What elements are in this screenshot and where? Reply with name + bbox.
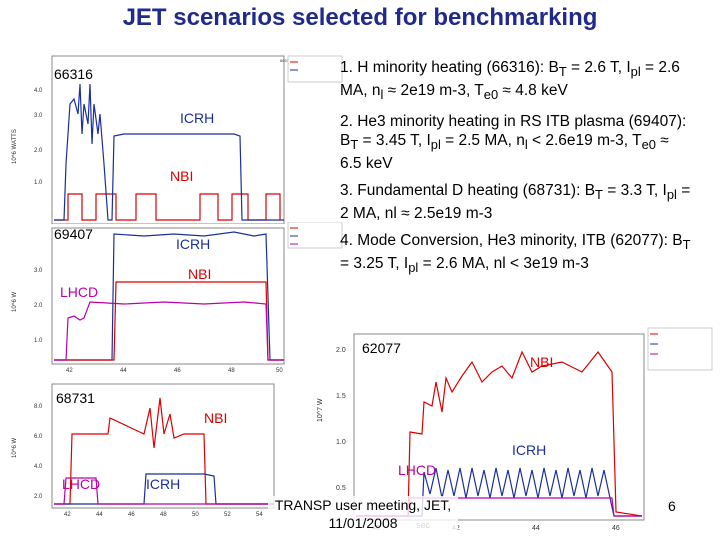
icrh-label-66316: ICRH xyxy=(180,110,215,126)
ytick: 4.0 xyxy=(34,464,43,470)
ytick: 1.0 xyxy=(34,180,43,186)
shot-69407-label: 69407 xyxy=(54,226,93,242)
ytick: 2.0 xyxy=(34,494,43,500)
lhcd-label-62077: LHCD xyxy=(398,462,437,478)
ytick: 3.0 xyxy=(34,268,43,274)
scenario-item-2: 2. He3 minority heating in RS ITB plasma… xyxy=(340,113,687,173)
xtick: 42 xyxy=(66,368,73,372)
lhcd-label-69407: LHCD xyxy=(60,284,99,300)
xtick: 52 xyxy=(224,512,231,518)
plot-69407: 3.0 2.0 1.0 42 44 46 48 50 10^6 W xyxy=(4,222,344,372)
icrh-label-68731: ICRH xyxy=(146,476,181,492)
icrh-trace xyxy=(54,83,284,221)
xtick: 42 xyxy=(64,512,71,518)
ytick: 2.0 xyxy=(34,303,43,309)
footer-line-2: 11/01/2008 xyxy=(328,515,398,531)
nbi-label-62077: NBI xyxy=(530,354,554,370)
ytick: 0.5 xyxy=(336,485,346,492)
xtick: 50 xyxy=(276,368,283,372)
nbi-label-66316: NBI xyxy=(170,168,194,184)
icrh-trace xyxy=(54,231,284,361)
footer-line-1: TRANSP user meeting, JET, xyxy=(274,497,452,513)
plot-62077-svg: 2.0 1.5 1.0 0.5 40 42 44 46 10^7 W xyxy=(317,327,713,532)
icrh-label-62077: ICRH xyxy=(512,442,547,458)
plot-62077: 2.0 1.5 1.0 0.5 40 42 44 46 10^7 W xyxy=(312,322,716,532)
xtick: 46 xyxy=(174,368,181,372)
page-number: 6 xyxy=(668,498,676,514)
scenario-item-4: 4. Mode Conversion, He3 minority, ITB (6… xyxy=(340,232,691,276)
plot-69407-svg: 3.0 2.0 1.0 42 44 46 48 50 10^6 W xyxy=(12,222,343,372)
xtick: 46 xyxy=(612,525,620,532)
xtick: 48 xyxy=(228,368,235,372)
icrh-trace xyxy=(356,467,642,517)
xtick: 50 xyxy=(192,512,199,518)
plot-66316-svg: 4.0 3.0 2.0 1.0 10^6 WATTS 66316 NBI PTO… xyxy=(12,55,343,224)
xtick: 54 xyxy=(256,512,263,518)
footer: TRANSP user meeting, JET, 11/01/2008 xyxy=(268,496,458,532)
plot-68731-svg: 8.0 6.0 4.0 2.0 42 44 46 48 50 52 54 10^… xyxy=(12,383,275,518)
icrh-label-69407: ICRH xyxy=(176,236,211,252)
xtick: 48 xyxy=(160,512,167,518)
ytick: 1.0 xyxy=(336,439,346,446)
xtick: 44 xyxy=(120,368,127,372)
ytick: 2.0 xyxy=(34,148,43,154)
shot-62077-label: 62077 xyxy=(362,340,401,356)
shot-68731-label: 68731 xyxy=(56,390,95,406)
scenario-item-3: 3. Fundamental D heating (68731): BT = 3… xyxy=(340,182,691,223)
y-axis-label: 10^6 W xyxy=(12,292,18,312)
y-axis-label: 10^6 WATTS xyxy=(12,129,18,164)
y-axis-label: 10^7 W xyxy=(317,398,324,422)
nbi-trace xyxy=(54,397,274,505)
shot-66316-label: 66316 xyxy=(54,66,93,82)
ytick: 2.0 xyxy=(336,347,346,354)
plot-68731: 8.0 6.0 4.0 2.0 42 44 46 48 50 52 54 10^… xyxy=(4,378,304,518)
scenario-item-1: 1. H minority heating (66316): BT = 2.6 … xyxy=(340,59,680,103)
plot-66316: 4.0 3.0 2.0 1.0 10^6 WATTS 66316 NBI PTO… xyxy=(4,44,344,224)
xtick: 44 xyxy=(532,525,540,532)
lhcd-label-68731: LHCD xyxy=(62,476,101,492)
lhcd-trace xyxy=(54,477,274,505)
nbi-label-69407: NBI xyxy=(188,266,212,282)
xtick: 46 xyxy=(128,512,135,518)
ytick: 6.0 xyxy=(34,434,43,440)
lhcd-trace xyxy=(54,301,284,361)
y-axis-label: 10^6 W xyxy=(12,438,18,458)
ytick: 3.0 xyxy=(34,113,43,119)
nbi-trace xyxy=(356,350,643,517)
slide-title: JET scenarios selected for benchmarking xyxy=(122,4,598,31)
ytick: 4.0 xyxy=(34,88,43,94)
nbi-label-68731: NBI xyxy=(204,410,228,426)
ytick: 1.0 xyxy=(34,338,43,344)
ytick: 8.0 xyxy=(34,404,43,410)
scenario-list: 1. H minority heating (66316): BT = 2.6 … xyxy=(340,58,692,286)
xtick: 44 xyxy=(96,512,103,518)
ytick: 1.5 xyxy=(336,393,346,400)
